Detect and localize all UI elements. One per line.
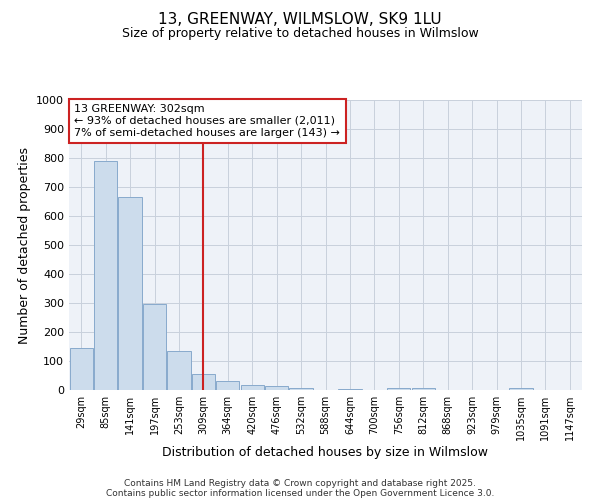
Bar bbox=[412, 388, 435, 390]
X-axis label: Distribution of detached houses by size in Wilmslow: Distribution of detached houses by size … bbox=[163, 446, 488, 459]
Text: Contains public sector information licensed under the Open Government Licence 3.: Contains public sector information licen… bbox=[106, 488, 494, 498]
Bar bbox=[241, 385, 264, 390]
Bar bbox=[338, 388, 362, 390]
Bar bbox=[167, 351, 191, 390]
Bar bbox=[143, 304, 166, 390]
Text: Size of property relative to detached houses in Wilmslow: Size of property relative to detached ho… bbox=[122, 28, 478, 40]
Bar bbox=[387, 388, 410, 390]
Bar bbox=[509, 388, 533, 390]
Bar bbox=[70, 348, 93, 390]
Bar bbox=[118, 197, 142, 390]
Y-axis label: Number of detached properties: Number of detached properties bbox=[17, 146, 31, 344]
Text: Contains HM Land Registry data © Crown copyright and database right 2025.: Contains HM Land Registry data © Crown c… bbox=[124, 478, 476, 488]
Bar bbox=[265, 386, 288, 390]
Bar bbox=[289, 388, 313, 390]
Bar bbox=[94, 161, 117, 390]
Text: 13, GREENWAY, WILMSLOW, SK9 1LU: 13, GREENWAY, WILMSLOW, SK9 1LU bbox=[158, 12, 442, 28]
Text: 13 GREENWAY: 302sqm
← 93% of detached houses are smaller (2,011)
7% of semi-deta: 13 GREENWAY: 302sqm ← 93% of detached ho… bbox=[74, 104, 340, 138]
Bar bbox=[192, 374, 215, 390]
Bar bbox=[216, 382, 239, 390]
